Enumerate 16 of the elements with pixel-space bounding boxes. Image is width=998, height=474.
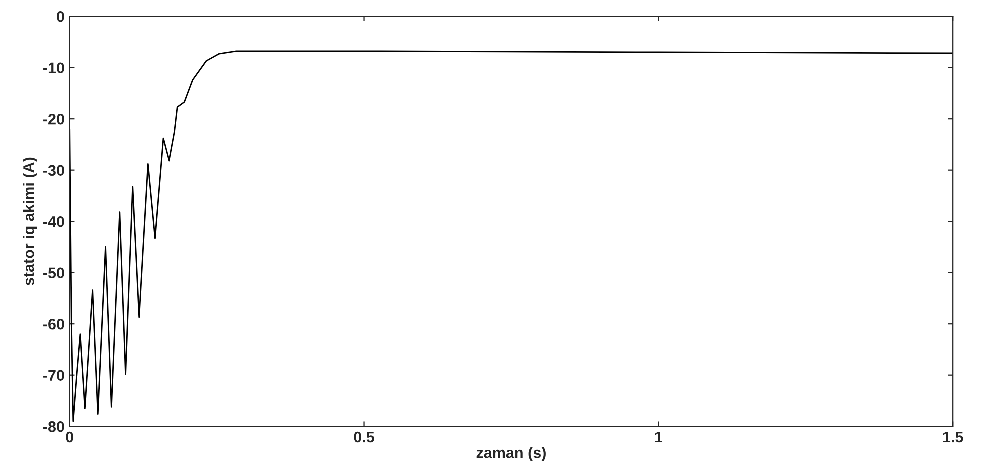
line-series (70, 50, 954, 422)
x-tick-label: 1.5 (943, 432, 964, 443)
x-axis-title: zaman (s) (476, 447, 546, 462)
y-tick-label: -80 (44, 421, 64, 432)
y-tick-label: -20 (44, 114, 64, 125)
x-tick-label: 0.5 (354, 432, 374, 443)
y-tick-label: -50 (44, 268, 64, 279)
y-tick-label: -70 (44, 370, 64, 382)
y-tick-label: -40 (44, 216, 64, 228)
y-axis-title: stator iq akimi (A) (23, 158, 38, 286)
y-tick-label: -30 (44, 165, 64, 176)
y-tick-label: -10 (44, 62, 64, 74)
y-tick-label: 0 (57, 11, 64, 22)
x-tick-label: 1 (655, 432, 663, 443)
x-tick-label: 0 (66, 432, 74, 443)
y-tick-label: -60 (44, 318, 64, 330)
